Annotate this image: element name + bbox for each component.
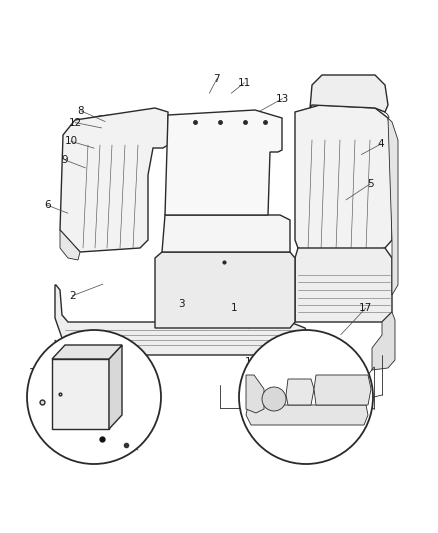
- Polygon shape: [162, 215, 290, 252]
- Text: 4: 4: [378, 139, 385, 149]
- Polygon shape: [55, 340, 78, 382]
- Polygon shape: [295, 105, 392, 252]
- Polygon shape: [286, 379, 314, 405]
- Polygon shape: [310, 75, 388, 112]
- Text: 17: 17: [359, 303, 372, 313]
- Polygon shape: [246, 405, 368, 425]
- Polygon shape: [60, 230, 80, 260]
- Text: 8: 8: [78, 106, 85, 116]
- Text: 20: 20: [325, 347, 339, 357]
- Polygon shape: [165, 110, 282, 215]
- Polygon shape: [109, 345, 122, 429]
- Polygon shape: [155, 252, 295, 328]
- Text: 16: 16: [64, 387, 78, 397]
- Polygon shape: [60, 108, 168, 252]
- Polygon shape: [52, 345, 122, 359]
- Polygon shape: [55, 285, 310, 355]
- Text: 18: 18: [245, 358, 258, 367]
- Polygon shape: [246, 375, 264, 413]
- Text: 15: 15: [74, 400, 88, 410]
- Text: 9: 9: [61, 155, 68, 165]
- Polygon shape: [388, 118, 398, 295]
- Text: 12: 12: [69, 118, 82, 127]
- Polygon shape: [295, 248, 392, 322]
- Circle shape: [239, 330, 373, 464]
- Circle shape: [27, 330, 161, 464]
- Text: 3: 3: [178, 299, 185, 309]
- Polygon shape: [220, 280, 228, 290]
- Text: 2: 2: [69, 291, 76, 301]
- Text: 11: 11: [238, 78, 251, 87]
- Text: 19: 19: [285, 357, 298, 366]
- Text: 6: 6: [44, 200, 51, 210]
- Text: 7: 7: [213, 74, 220, 84]
- Text: 1: 1: [231, 303, 238, 313]
- Polygon shape: [68, 368, 108, 405]
- Text: 10: 10: [64, 136, 78, 146]
- Text: 13: 13: [276, 94, 289, 103]
- Circle shape: [262, 387, 286, 411]
- Text: 14: 14: [29, 368, 42, 378]
- Polygon shape: [314, 375, 371, 405]
- Text: 5: 5: [367, 179, 374, 189]
- Polygon shape: [52, 359, 109, 429]
- Polygon shape: [372, 312, 395, 370]
